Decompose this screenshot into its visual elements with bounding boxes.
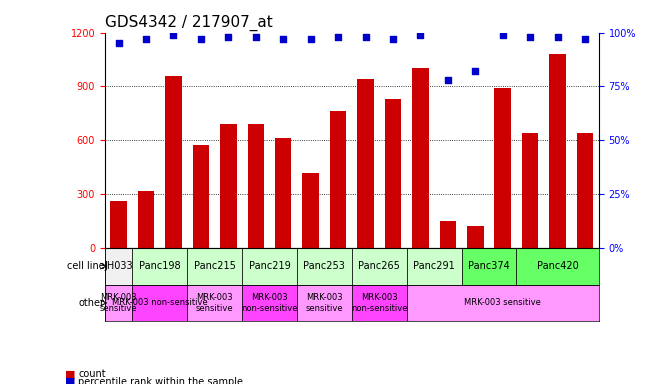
FancyBboxPatch shape [407,285,599,321]
Point [443,77,453,83]
Text: Panc198: Panc198 [139,261,180,271]
Bar [220,124,236,248]
Point [333,34,343,40]
Point [497,31,508,38]
Point [196,36,206,42]
Text: ■: ■ [65,369,76,379]
Text: Panc219: Panc219 [249,261,290,271]
Point [223,34,234,40]
Text: percentile rank within the sample: percentile rank within the sample [78,377,243,384]
Text: MRK-003
non-sensitive: MRK-003 non-sensitive [242,293,298,313]
Text: ■: ■ [65,377,76,384]
Text: MRK-003
sensitive: MRK-003 sensitive [196,293,234,313]
Text: GDS4342 / 217907_at: GDS4342 / 217907_at [105,15,273,31]
Text: JH033: JH033 [104,261,133,271]
Text: MRK-003
sensitive: MRK-003 sensitive [305,293,343,313]
Bar [549,54,566,248]
Text: MRK-003 sensitive: MRK-003 sensitive [464,298,541,308]
FancyBboxPatch shape [352,248,407,285]
FancyBboxPatch shape [352,285,407,321]
Bar [193,145,209,248]
Bar [357,79,374,248]
FancyBboxPatch shape [407,248,462,285]
Bar [522,133,538,248]
FancyBboxPatch shape [242,285,297,321]
Text: Panc265: Panc265 [358,261,400,271]
Point [360,34,370,40]
Text: Panc215: Panc215 [193,261,236,271]
Text: Panc420: Panc420 [536,261,579,271]
FancyBboxPatch shape [297,248,352,285]
Bar [138,191,154,248]
Point [525,34,535,40]
FancyBboxPatch shape [187,248,242,285]
Point [305,36,316,42]
Bar [303,173,319,248]
Point [580,36,590,42]
FancyBboxPatch shape [187,285,242,321]
Bar [412,68,428,248]
Bar [577,133,593,248]
Point [141,36,151,42]
FancyBboxPatch shape [105,285,132,321]
Text: count: count [78,369,105,379]
FancyBboxPatch shape [297,285,352,321]
FancyBboxPatch shape [242,248,297,285]
FancyBboxPatch shape [132,248,187,285]
Text: MRK-003
non-sensitive: MRK-003 non-sensitive [351,293,408,313]
FancyBboxPatch shape [462,248,516,285]
Bar [275,138,292,248]
FancyBboxPatch shape [516,248,599,285]
Bar [330,111,346,248]
Text: cell line: cell line [67,261,105,271]
Point [388,36,398,42]
Point [553,34,563,40]
Point [168,31,178,38]
Bar [165,76,182,248]
Text: Panc291: Panc291 [413,261,455,271]
Text: MRK-003 non-sensitive: MRK-003 non-sensitive [112,298,208,308]
Bar [439,221,456,248]
Point [278,36,288,42]
FancyBboxPatch shape [132,285,187,321]
Point [113,40,124,46]
Bar [247,124,264,248]
Point [470,68,480,74]
Text: Panc374: Panc374 [468,261,510,271]
Bar [495,88,511,248]
Point [251,34,261,40]
Bar [110,201,127,248]
Bar [385,99,401,248]
Text: Panc253: Panc253 [303,261,345,271]
FancyBboxPatch shape [105,248,132,285]
Text: other: other [79,298,105,308]
Text: MRK-003
sensitive: MRK-003 sensitive [100,293,137,313]
Bar [467,226,484,248]
Point [415,31,426,38]
